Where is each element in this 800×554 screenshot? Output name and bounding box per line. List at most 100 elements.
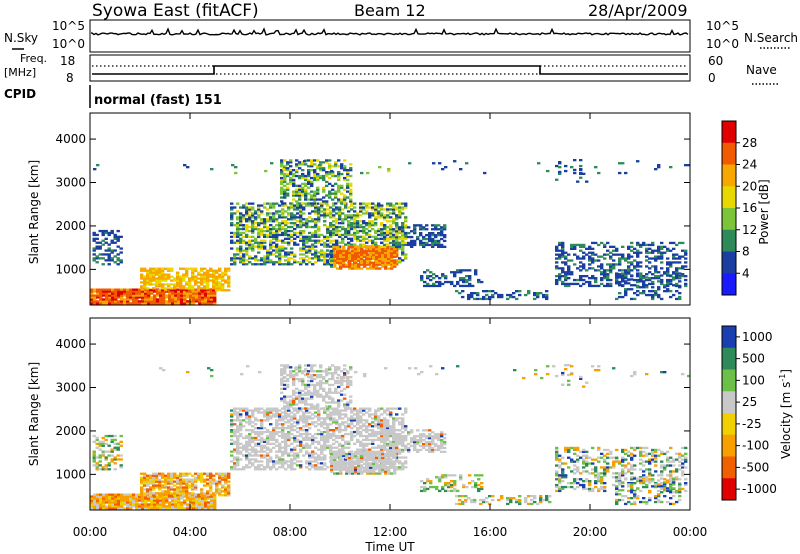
heatmap-cell xyxy=(254,239,258,242)
heatmap-cell xyxy=(212,275,216,278)
heatmap-cell xyxy=(310,180,314,184)
heatmap-cell xyxy=(165,501,169,504)
heatmap-cell xyxy=(642,284,646,287)
heatmap-cell xyxy=(341,218,345,221)
heatmap-cell xyxy=(224,289,228,292)
heatmap-cell xyxy=(567,277,571,280)
heatmap-cell xyxy=(338,212,342,215)
heatmap-cell xyxy=(368,407,372,410)
heatmap-cell xyxy=(173,492,177,495)
heatmap-cell xyxy=(353,220,357,223)
heatmap-cell xyxy=(336,253,340,256)
heatmap-cell xyxy=(645,243,649,247)
heatmap-cell xyxy=(299,206,303,209)
heatmap-cell xyxy=(527,290,531,293)
heatmap-cell xyxy=(338,229,342,233)
heatmap-cell xyxy=(116,253,120,256)
heatmap-cell xyxy=(305,430,309,434)
heatmap-cell xyxy=(678,261,682,264)
heatmap-cell xyxy=(675,290,679,293)
heatmap-cell xyxy=(245,413,249,416)
heatmap-cell xyxy=(326,253,330,256)
heatmap-cell xyxy=(188,472,192,475)
heatmap-cell xyxy=(392,245,396,248)
heatmap-cell xyxy=(339,249,343,253)
heatmap-cell xyxy=(149,482,153,485)
heatmap-cell xyxy=(210,493,214,496)
heatmap-cell xyxy=(266,220,270,223)
heatmap-cell xyxy=(329,407,333,410)
heatmap-cell xyxy=(245,235,249,238)
heatmap-cell xyxy=(203,480,207,483)
heatmap-cell xyxy=(301,186,305,189)
heatmap-cell xyxy=(293,214,297,217)
heatmap-cell xyxy=(615,280,619,283)
heatmap-cell xyxy=(280,172,284,176)
heatmap-cell xyxy=(221,478,225,481)
heatmap-cell xyxy=(198,507,202,510)
heatmap-cell xyxy=(612,267,616,270)
heatmap-cell xyxy=(281,460,285,463)
heatmap-cell xyxy=(310,161,314,164)
heatmap-cell xyxy=(275,427,279,430)
heatmap-cell xyxy=(275,407,279,410)
heatmap-cell xyxy=(215,279,219,282)
heatmap-cell xyxy=(173,279,177,282)
heatmap-cell xyxy=(132,302,136,305)
heatmap-cell xyxy=(260,460,264,463)
heatmap-cell xyxy=(332,249,336,252)
heatmap-cell xyxy=(392,208,396,211)
heatmap-cell xyxy=(299,415,303,418)
heatmap-cell xyxy=(132,499,136,502)
heatmap-cell xyxy=(296,464,300,467)
heatmap-cell xyxy=(669,290,673,293)
heatmap-cell xyxy=(186,300,190,303)
heatmap-cell xyxy=(302,253,306,256)
heatmap-cell xyxy=(290,253,294,256)
heatmap-cell xyxy=(384,251,388,255)
heatmap-cell xyxy=(171,298,175,301)
heatmap-cell xyxy=(170,486,174,489)
heatmap-cell xyxy=(435,275,439,278)
heatmap-cell xyxy=(116,259,120,262)
heatmap-cell xyxy=(245,218,249,221)
heatmap-cell xyxy=(292,174,296,178)
heatmap-cell xyxy=(398,438,402,442)
heatmap-cell xyxy=(230,216,234,219)
heatmap-cell xyxy=(233,440,237,443)
heatmap-cell xyxy=(377,229,381,233)
heatmap-cell xyxy=(230,224,234,227)
heatmap-cell xyxy=(476,297,480,301)
heatmap-cell xyxy=(129,493,133,496)
heatmap-cell xyxy=(428,234,432,237)
heatmap-cell xyxy=(332,419,336,422)
heatmap-cell xyxy=(627,247,631,250)
heatmap-cell xyxy=(353,206,357,209)
heatmap-cell xyxy=(263,427,267,430)
heatmap-cell xyxy=(630,297,634,301)
heatmap-cell xyxy=(168,497,172,500)
heatmap-cell xyxy=(657,255,661,258)
heatmap-cell xyxy=(542,293,546,297)
heatmap-cell xyxy=(329,446,333,449)
heatmap-cell xyxy=(305,452,309,455)
heatmap-cell xyxy=(395,436,399,440)
heatmap-cell xyxy=(189,505,193,508)
heatmap-cell xyxy=(395,456,399,459)
heatmap-cell xyxy=(207,294,211,297)
heatmap-cell xyxy=(207,302,211,305)
heatmap-cell xyxy=(346,196,350,199)
heatmap-cell xyxy=(678,275,682,278)
heatmap-cell xyxy=(330,169,334,173)
heatmap-cell xyxy=(263,409,267,412)
heatmap-cell xyxy=(313,190,317,193)
heatmap-cell xyxy=(570,166,574,169)
heatmap-cell xyxy=(401,249,405,252)
heatmap-cell xyxy=(150,302,154,305)
heatmap-cell xyxy=(375,261,379,264)
heatmap-cell xyxy=(204,497,208,500)
heatmap-cell xyxy=(104,442,108,445)
heatmap-cell xyxy=(260,218,264,221)
heatmap-cell xyxy=(284,448,288,451)
heatmap-cell xyxy=(165,300,169,303)
